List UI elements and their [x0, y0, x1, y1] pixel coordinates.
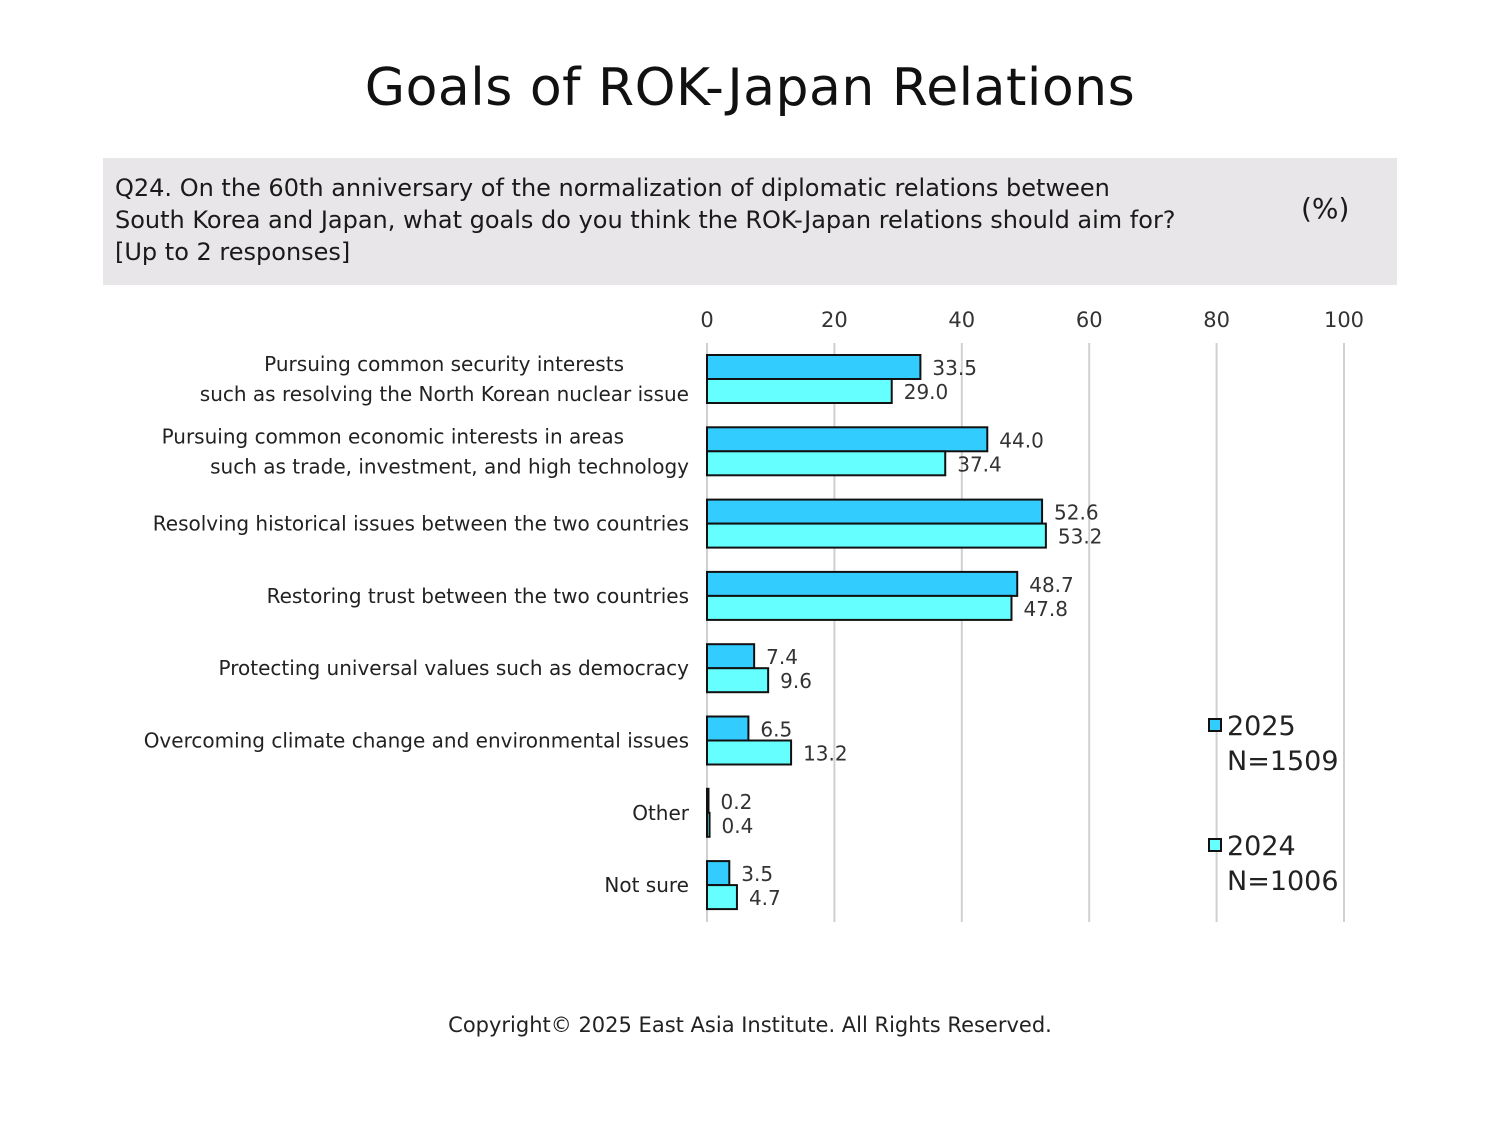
unit-label: (%)	[1301, 192, 1350, 225]
category-label: Protecting universal values such as demo…	[219, 656, 690, 680]
bar-2025	[706, 860, 731, 887]
legend-label-2024: 2024	[1227, 831, 1296, 862]
legend-swatch-2025	[1208, 718, 1222, 732]
category-label: Not sure	[604, 873, 689, 897]
question-line-2: South Korea and Japan, what goals do you…	[115, 206, 1176, 234]
question-box: Q24. On the 60th anniversary of the norm…	[103, 158, 1397, 285]
category-label: Overcoming climate change and environmen…	[144, 729, 689, 753]
x-tick-label: 80	[1203, 308, 1230, 332]
data-label-2024: 29.0	[904, 380, 949, 404]
x-tick-label: 100	[1324, 308, 1364, 332]
data-label-2024: 4.7	[749, 886, 781, 910]
category-label: Resolving historical issues between the …	[153, 512, 689, 536]
legend-sample-size-2025: N=1509	[1227, 746, 1339, 777]
category-label: Pursuing common economic interests in ar…	[162, 424, 624, 448]
data-label-2025: 7.4	[766, 645, 798, 669]
data-label-2024: 0.4	[722, 814, 754, 838]
bar-2025	[706, 715, 750, 742]
data-label-2025: 6.5	[760, 718, 792, 742]
bar-2024	[706, 739, 793, 766]
copyright: Copyright© 2025 East Asia Institute. All…	[448, 1013, 1052, 1037]
bar-2025	[706, 354, 922, 380]
bar-2024	[706, 522, 1047, 549]
bar-2024	[706, 811, 711, 838]
bar-2024	[706, 884, 738, 911]
data-label-2025: 3.5	[741, 862, 773, 886]
data-label-2024: 13.2	[803, 742, 848, 766]
legend-swatch-2024	[1208, 838, 1222, 852]
x-tick-label: 60	[1076, 308, 1103, 332]
bar-2025	[706, 498, 1044, 525]
x-tick-label: 40	[948, 308, 975, 332]
bar-2025	[706, 643, 756, 670]
bar-2024	[706, 594, 1013, 621]
question-line-3: [Up to 2 responses]	[115, 238, 351, 266]
data-label-2025: 33.5	[932, 356, 977, 380]
x-tick-label: 20	[821, 308, 848, 332]
category-label: such as resolving the North Korean nucle…	[200, 382, 689, 406]
legend-sample-size-2024: N=1006	[1227, 866, 1339, 897]
bar-2025	[706, 426, 989, 453]
chart-title: Goals of ROK-Japan Relations	[364, 58, 1136, 118]
data-label-2024: 53.2	[1058, 525, 1103, 549]
data-label-2025: 52.6	[1054, 501, 1099, 525]
category-label: Pursuing common security interests	[264, 352, 624, 376]
category-label: such as trade, investment, and high tech…	[210, 454, 689, 478]
category-label: Other	[632, 801, 690, 825]
data-label-2024: 47.8	[1023, 597, 1068, 621]
bar-2024	[706, 667, 770, 694]
legend-label-2025: 2025	[1227, 711, 1296, 742]
category-label: Restoring trust between the two countrie…	[267, 584, 689, 608]
bar-2025	[706, 787, 710, 814]
data-label-2025: 0.2	[721, 790, 753, 814]
bar-2025	[706, 570, 1019, 597]
question-line-1: Q24. On the 60th anniversary of the norm…	[115, 174, 1110, 202]
data-label-2025: 48.7	[1029, 573, 1074, 597]
x-tick-label: 0	[700, 308, 713, 332]
data-label-2024: 9.6	[780, 669, 812, 693]
bar-2024	[706, 378, 893, 404]
data-label-2024: 37.4	[957, 452, 1002, 476]
bar-2024	[706, 450, 947, 477]
data-label-2025: 44.0	[999, 428, 1044, 452]
